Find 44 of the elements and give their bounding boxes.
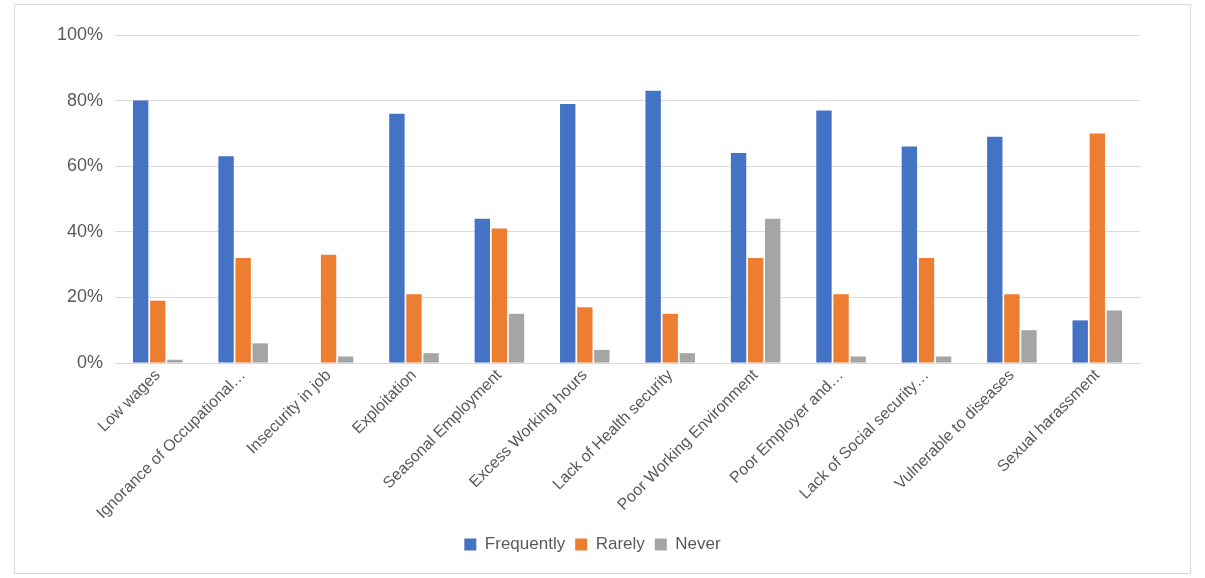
bar — [816, 110, 832, 363]
bar — [389, 113, 405, 363]
bar — [765, 218, 781, 363]
bar — [235, 258, 251, 363]
bar — [150, 300, 166, 363]
bar — [1004, 294, 1020, 363]
bar — [918, 258, 935, 363]
bar — [987, 136, 1003, 363]
y-tick-label: 0% — [77, 352, 104, 372]
bar — [730, 153, 747, 363]
bar — [935, 356, 952, 363]
legend-label: Rarely — [595, 534, 646, 554]
bar — [560, 103, 576, 363]
bar — [577, 307, 593, 363]
bar — [645, 90, 661, 363]
bar — [833, 294, 849, 363]
bar — [252, 343, 268, 363]
bar — [218, 156, 234, 363]
y-tick-label: 40% — [67, 220, 104, 241]
legend-label: Never — [675, 534, 721, 554]
bar — [337, 356, 354, 363]
bar — [747, 258, 764, 363]
bar — [423, 353, 439, 363]
bar — [850, 356, 866, 363]
bar — [320, 254, 337, 363]
bar — [491, 228, 508, 363]
y-tick-label: 60% — [67, 155, 104, 176]
bar — [167, 359, 183, 363]
bar — [679, 353, 695, 363]
legend-label: Frequently — [484, 534, 566, 554]
y-tick-label: 80% — [67, 89, 104, 110]
bar — [474, 218, 490, 363]
bar — [594, 349, 610, 363]
y-tick-label: 20% — [67, 286, 104, 307]
bar — [1021, 330, 1037, 363]
bar — [508, 313, 525, 363]
bar — [132, 100, 149, 363]
bar — [1106, 310, 1123, 363]
bar — [662, 313, 678, 363]
y-tick-label: 100% — [56, 23, 104, 44]
bar — [901, 146, 918, 363]
bar — [1072, 320, 1088, 363]
bar — [406, 294, 422, 363]
bar — [1089, 133, 1105, 363]
